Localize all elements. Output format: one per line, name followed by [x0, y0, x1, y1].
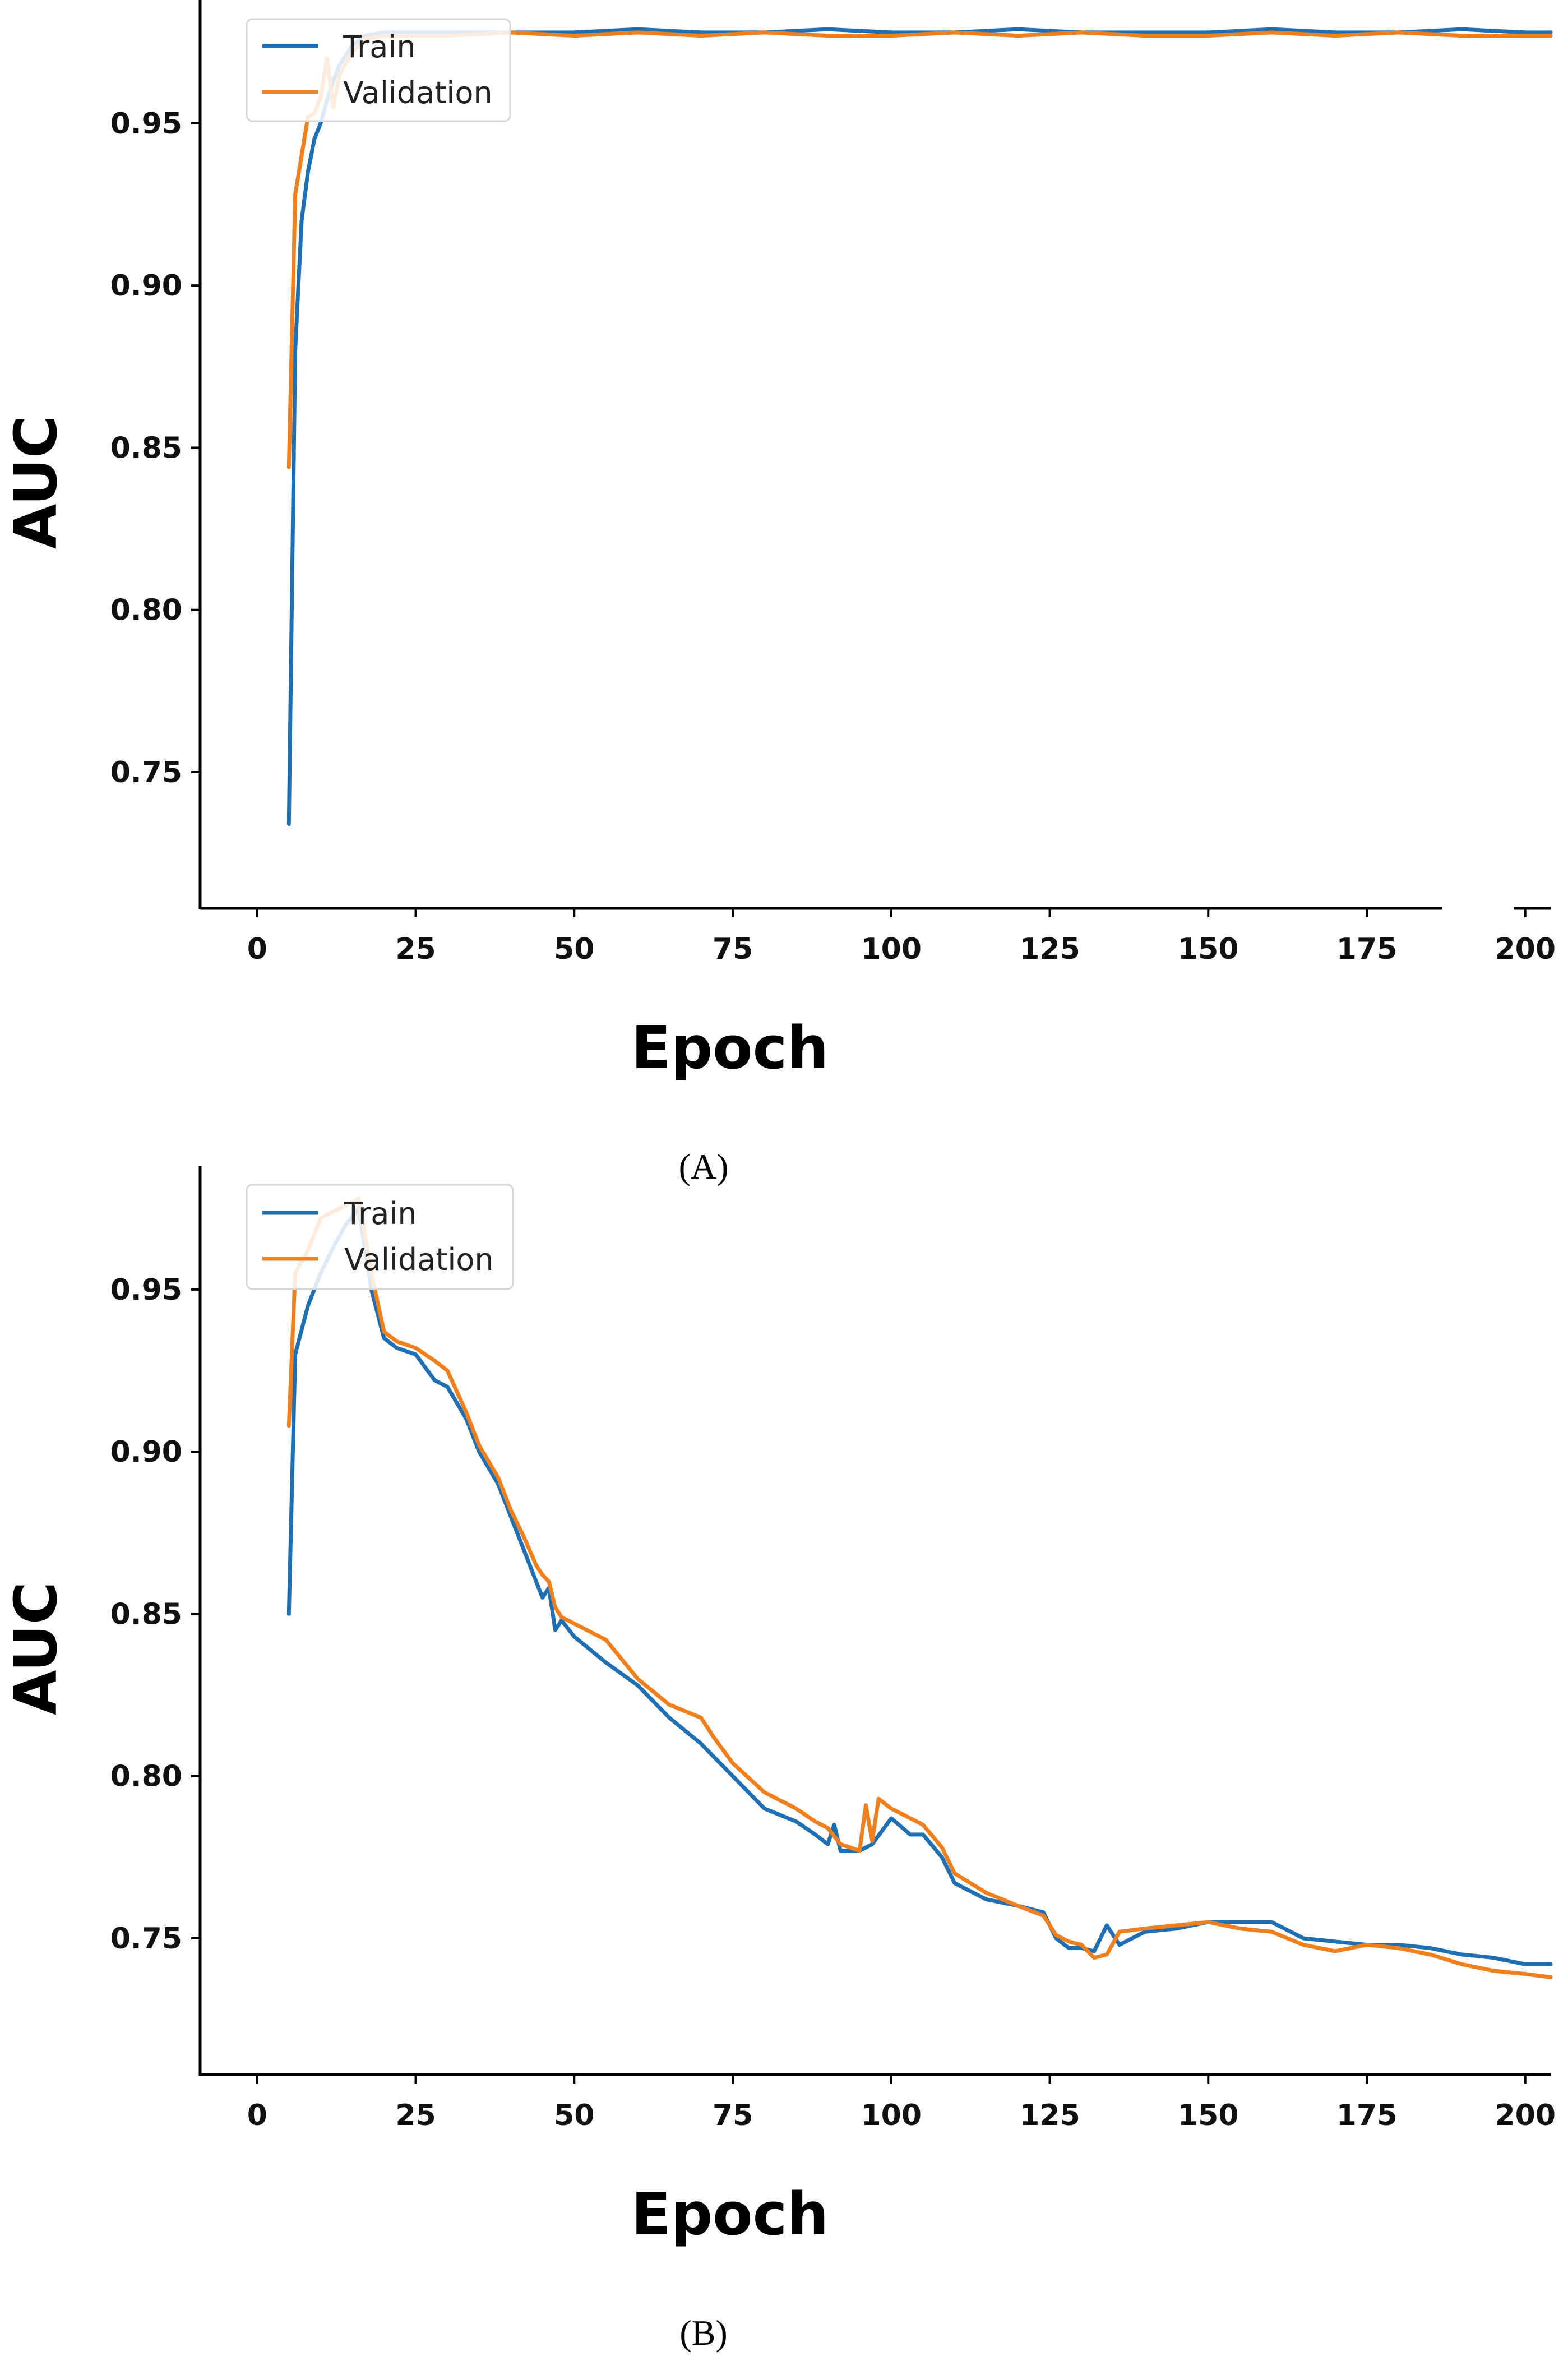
x-tick-label: 175	[1336, 932, 1398, 966]
y-tick-label: 0.95	[110, 1273, 182, 1307]
tick-marks: 0 25 50 75 100 125 150 175 200 0.75 0.80 0.85 0.90 0.…	[110, 1273, 1556, 2132]
series-lines	[286, 27, 1553, 826]
legend-train-label: Train	[343, 29, 416, 64]
chart-panel-b: 0 25 50 75 100 125 150 175 200 0.75 0.80 0.85 0.90 0.…	[2, 1166, 1556, 2353]
series-line-validation	[286, 1197, 1553, 1979]
series-lines	[286, 1197, 1553, 1979]
x-axis-title: Epoch	[631, 2180, 829, 2248]
series-line-train	[286, 1206, 1553, 1966]
x-tick-label: 150	[1178, 932, 1239, 966]
x-tick-label: 75	[713, 932, 753, 966]
y-tick-label: 0.75	[110, 756, 182, 789]
legend-train-label: Train	[344, 1196, 417, 1231]
y-tick-label: 0.80	[110, 1760, 182, 1794]
x-tick-label: 125	[1019, 932, 1080, 966]
y-axis-title: AUC	[2, 415, 70, 549]
x-tick-label: 25	[395, 2099, 436, 2132]
x-tick-label: 25	[395, 932, 436, 966]
legend: Train Validation	[246, 1184, 514, 1290]
x-tick-label: 100	[861, 932, 922, 966]
x-tick-label: 175	[1336, 2099, 1398, 2132]
y-tick-label: 0.85	[110, 1597, 182, 1631]
x-tick-label: 50	[554, 932, 594, 966]
x-tick-label: 0	[247, 932, 267, 966]
tick-marks: 0 25 50 75 100 125 150 175 200 0.75 0.80 0.85 0.90 0.…	[110, 107, 1556, 966]
x-axis-title: Epoch	[631, 1014, 829, 1082]
y-tick-label: 0.90	[110, 269, 182, 303]
panel-caption-b: (B)	[679, 2313, 727, 2353]
x-tick-label: 200	[1495, 2099, 1556, 2132]
x-tick-label: 0	[247, 2099, 267, 2132]
legend-validation-label: Validation	[344, 1242, 494, 1277]
panel-caption-a: (A)	[679, 1147, 729, 1186]
y-tick-label: 0.90	[110, 1435, 182, 1469]
series-line-train	[286, 27, 1553, 826]
x-tick-label: 150	[1178, 2099, 1239, 2132]
x-tick-label: 75	[713, 2099, 753, 2132]
legend-validation-label: Validation	[343, 75, 493, 110]
y-axis-title: AUC	[2, 1582, 70, 1715]
y-tick-label: 0.85	[110, 431, 182, 465]
y-tick-label: 0.95	[110, 107, 182, 141]
axes	[198, 0, 1551, 910]
x-tick-label: 100	[861, 2099, 922, 2132]
y-tick-label: 0.80	[110, 594, 182, 627]
x-tick-label: 125	[1019, 2099, 1080, 2132]
x-tick-label: 50	[554, 2099, 594, 2132]
legend: Train Validation	[246, 18, 511, 122]
x-tick-label: 200	[1495, 932, 1556, 966]
y-tick-label: 0.75	[110, 1922, 182, 1956]
chart-panel-a: 0 25 50 75 100 125 150 175 200 0.75 0.80 0.85 0.90 0.…	[2, 0, 1556, 1186]
axes	[198, 1166, 1551, 2076]
